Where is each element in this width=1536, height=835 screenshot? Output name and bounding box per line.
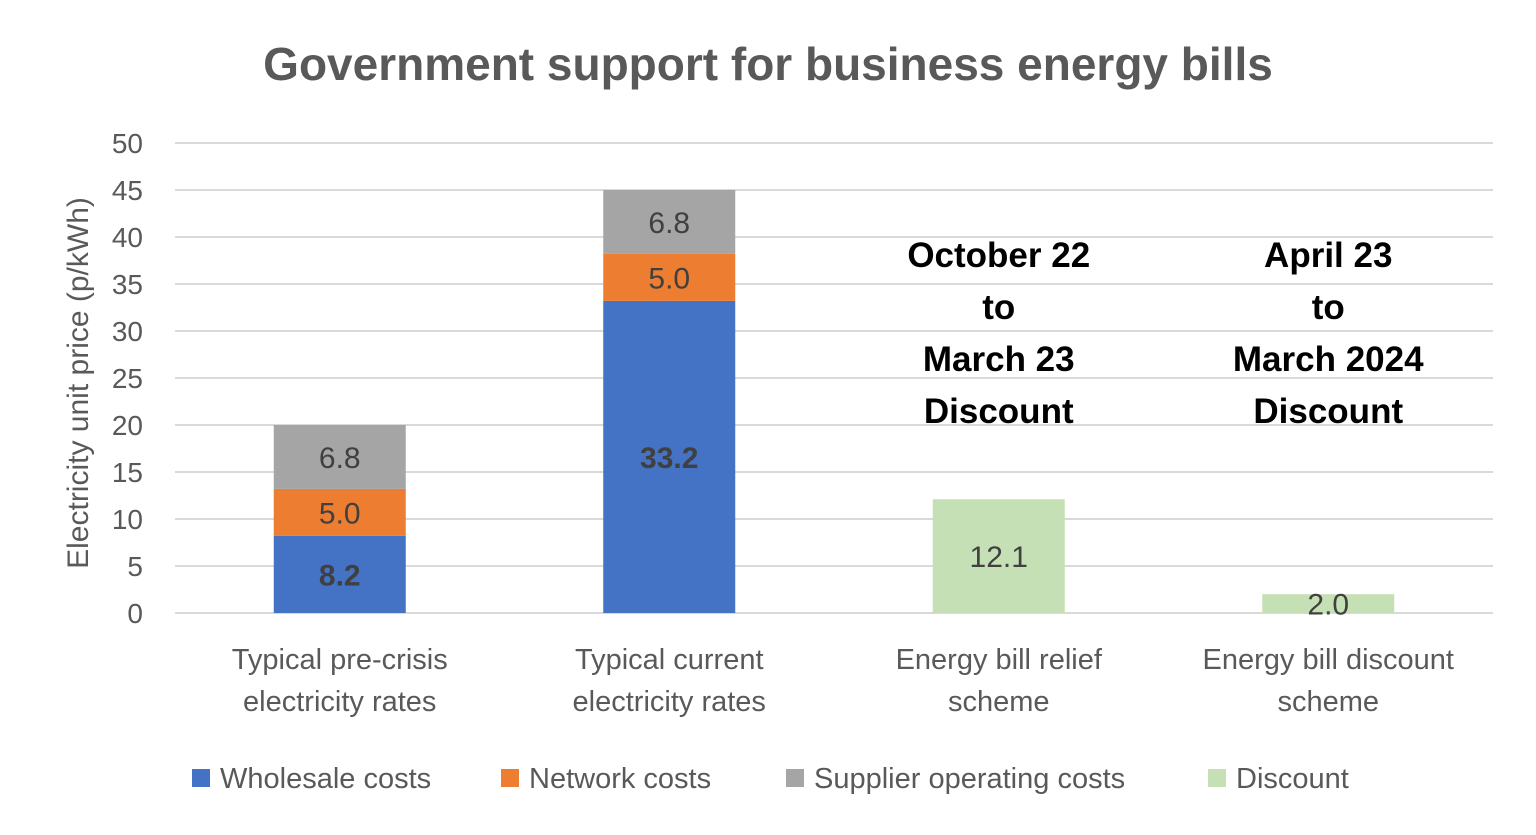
- legend-label: Network costs: [529, 763, 711, 795]
- annotation-text: October 22: [907, 236, 1090, 275]
- data-label: 6.8: [319, 442, 361, 475]
- annotations: October 22 to March 23 Discount April 23 to Ma…: [907, 236, 1424, 431]
- bar-segment: [273, 488, 406, 536]
- y-tick-label: 30: [112, 316, 143, 347]
- category-label: Energy bill relief: [896, 644, 1103, 676]
- y-axis-label: Electricity unit price (p/kWh): [62, 197, 95, 569]
- category-label: Energy bill discount: [1203, 644, 1454, 676]
- y-tick-label: 45: [112, 175, 143, 206]
- y-tick-label: 0: [127, 598, 143, 629]
- legend-label: Discount: [1236, 763, 1349, 795]
- bar-segment: [1262, 594, 1395, 613]
- y-tick-label: 15: [112, 457, 143, 488]
- y-tick-label: 35: [112, 269, 143, 300]
- y-tick-label: 40: [112, 222, 143, 253]
- category-labels: Typical pre-crisis electricity rates Typic…: [232, 644, 1454, 718]
- data-label: 5.0: [648, 262, 690, 295]
- data-label: 8.2: [319, 559, 361, 592]
- data-label: 6.8: [648, 207, 690, 240]
- y-tick-labels: 0 5 10 15 20 25 30 35 40 45 50: [112, 128, 143, 629]
- category-label: electricity rates: [573, 686, 766, 718]
- category-label: scheme: [948, 686, 1050, 718]
- annotation-text: Discount: [1253, 392, 1403, 431]
- legend-swatch: [1208, 769, 1226, 787]
- bar-segment: [932, 499, 1065, 613]
- annotation-text: March 23: [923, 340, 1075, 379]
- y-tick-label: 50: [112, 128, 143, 159]
- annotation-text: Discount: [924, 392, 1074, 431]
- bar-segment: [273, 535, 406, 613]
- legend-swatch: [192, 769, 210, 787]
- chart-title: Government support for business energy b…: [263, 38, 1273, 90]
- category-label: Typical current: [575, 644, 764, 676]
- data-labels: 8.2 5.0 6.8 33.2 5.0 6.8 12.1 2.0: [319, 207, 1349, 622]
- y-tick-label: 25: [112, 363, 143, 394]
- data-label: 2.0: [1307, 589, 1349, 622]
- bar-segment: [603, 300, 736, 613]
- category-label: Typical pre-crisis: [232, 644, 448, 676]
- annotation-text: to: [982, 288, 1015, 327]
- y-tick-label: 10: [112, 504, 143, 535]
- bar-segment: [603, 190, 736, 254]
- bar-segment: [273, 425, 406, 489]
- annotation-text: March 2024: [1233, 340, 1424, 379]
- bar-segment: [603, 253, 736, 301]
- data-label: 33.2: [640, 442, 698, 475]
- legend: Wholesale costs Network costs Supplier ope…: [192, 763, 1349, 795]
- category-label: electricity rates: [243, 686, 436, 718]
- y-tick-label: 5: [127, 551, 143, 582]
- bars: [273, 190, 1395, 613]
- legend-label: Wholesale costs: [220, 763, 431, 795]
- annotation-text: to: [1312, 288, 1345, 327]
- y-tick-label: 20: [112, 410, 143, 441]
- category-label: scheme: [1277, 686, 1379, 718]
- legend-swatch: [786, 769, 804, 787]
- data-label: 12.1: [970, 541, 1028, 574]
- annotation-text: April 23: [1264, 236, 1392, 275]
- legend-swatch: [501, 769, 519, 787]
- legend-label: Supplier operating costs: [814, 763, 1125, 795]
- data-label: 5.0: [319, 497, 361, 530]
